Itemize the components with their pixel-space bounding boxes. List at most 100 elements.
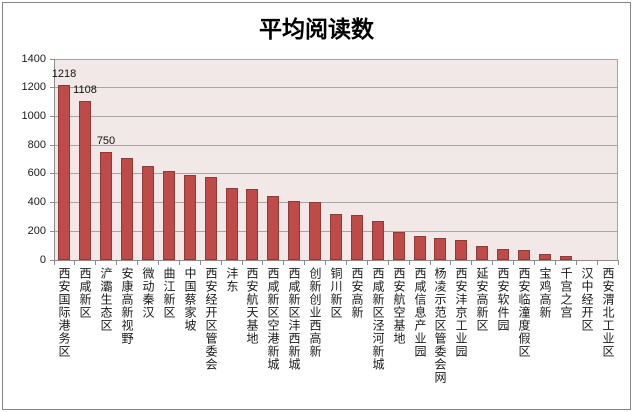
x-axis-label-宝鸡高新: 宝鸡高新 (538, 267, 552, 319)
x-axis-label-西安航天基地: 西安航天基地 (245, 267, 259, 345)
x-axis-tick (178, 261, 180, 265)
x-axis-tick (450, 261, 452, 265)
gridline-800 (54, 144, 618, 146)
y-axis-label-600: 600 (27, 167, 46, 180)
bar-西安航天基地 (246, 189, 258, 260)
bar-宝鸡高新 (539, 254, 551, 260)
x-axis-label-杨凌示范区管委会网: 杨凌示范区管委会网 (433, 267, 447, 384)
x-axis-label-西安高新: 西安高新 (350, 267, 364, 319)
bar-安康高新视野 (121, 158, 133, 260)
x-axis-tick (596, 261, 598, 265)
x-axis-tick (408, 261, 410, 265)
bar-千宫之宫 (560, 256, 572, 260)
y-axis-tick (50, 259, 54, 261)
y-axis-label-200: 200 (27, 224, 46, 237)
x-axis-label-西安临潼度假区: 西安临潼度假区 (517, 267, 531, 358)
y-axis-tick (50, 230, 54, 232)
x-axis-label-安康高新视野: 安康高新视野 (120, 267, 134, 345)
x-axis-tick (304, 261, 306, 265)
bar-西安沣京工业园 (455, 240, 467, 260)
y-axis-label-800: 800 (27, 138, 46, 151)
bar-西安软件园 (497, 249, 509, 260)
gridline-1200 (54, 87, 618, 89)
bar-延安高新区 (476, 246, 488, 260)
x-axis-tick (554, 261, 556, 265)
x-axis-tick (116, 261, 118, 265)
gridline-1400 (54, 58, 618, 60)
bar-沣东 (226, 188, 238, 260)
x-axis-tick (157, 261, 159, 265)
x-axis-label-中国蔡家坡: 中国蔡家坡 (183, 267, 197, 332)
x-axis-label-延安高新区: 延安高新区 (475, 267, 489, 332)
y-axis-label-1000: 1000 (21, 109, 46, 122)
gridline-1000 (54, 115, 618, 117)
bar-西安国际港务区 (58, 85, 70, 260)
bar-西咸新区泾河新城 (372, 221, 384, 260)
x-axis-label-西咸新区空港新城: 西咸新区空港新城 (266, 267, 280, 371)
x-axis-label-西安软件园: 西安软件园 (496, 267, 510, 332)
x-axis-tick (366, 261, 368, 265)
y-axis-label-400: 400 (27, 196, 46, 209)
x-axis-label-西安经开区管委会: 西安经开区管委会 (204, 267, 218, 371)
x-axis-label-西咸新区沣西新城: 西咸新区沣西新城 (287, 267, 301, 371)
x-axis-tick (513, 261, 515, 265)
y-axis-tick (50, 144, 54, 146)
bar-西咸新区 (79, 101, 91, 260)
x-axis-tick (492, 261, 494, 265)
bar-浐灞生态区 (100, 152, 112, 260)
y-axis-tick (50, 115, 54, 117)
bar-西安航空基地 (393, 232, 405, 260)
bar-创新创业西高新 (309, 202, 321, 260)
chart-title: 平均阅读数 (259, 16, 374, 43)
x-axis-label-西咸新区: 西咸新区 (78, 267, 92, 319)
data-label-1108: 1108 (73, 84, 97, 96)
bar-中国蔡家坡 (184, 175, 196, 260)
bar-西安经开区管委会 (205, 177, 217, 260)
x-axis-label-西安渭北工业区: 西安渭北工业区 (601, 267, 615, 358)
y-axis-label-1400: 1400 (21, 52, 46, 65)
x-axis-label-西咸新区泾河新城: 西咸新区泾河新城 (371, 267, 385, 371)
y-axis-label-1200: 1200 (21, 81, 46, 94)
bar-西安临潼度假区 (518, 250, 530, 260)
x-axis-line (50, 260, 619, 261)
data-label-750: 750 (96, 135, 116, 147)
x-axis-label-沣东: 沣东 (225, 267, 239, 293)
y-axis-tick (50, 173, 54, 175)
y-axis-tick (50, 202, 54, 204)
y-axis-tick (50, 87, 54, 89)
bar-西咸新区空港新城 (267, 196, 279, 260)
y-axis-label-0: 0 (39, 253, 46, 266)
bar-西安高新 (351, 215, 363, 260)
x-axis-label-千宫之宫: 千宫之宫 (559, 267, 573, 319)
x-axis-tick (241, 261, 243, 265)
x-axis-tick (199, 261, 201, 265)
x-axis-tick (95, 261, 97, 265)
x-axis-tick (471, 261, 473, 265)
x-axis-label-西咸信息产业园: 西咸信息产业园 (413, 267, 427, 358)
x-axis-tick (345, 261, 347, 265)
x-axis-tick (137, 261, 139, 265)
bar-杨凌示范区管委会网 (434, 238, 446, 260)
gridline-600 (54, 173, 618, 175)
y-axis-tick (50, 58, 54, 60)
x-axis-label-西安航空基地: 西安航空基地 (392, 267, 406, 345)
x-axis-tick (575, 261, 577, 265)
x-axis-tick (262, 261, 264, 265)
x-axis-tick (325, 261, 327, 265)
y-axis-line (54, 59, 55, 261)
x-axis-label-铜川新区: 铜川新区 (329, 267, 343, 319)
data-label-1218: 1218 (51, 68, 77, 80)
x-axis-label-西安沣京工业园: 西安沣京工业园 (454, 267, 468, 358)
x-axis-tick (220, 261, 222, 265)
x-axis-label-汉中经开区: 汉中经开区 (580, 267, 594, 332)
x-axis-label-浐灞生态区: 浐灞生态区 (99, 267, 113, 332)
x-axis-label-西安国际港务区: 西安国际港务区 (57, 267, 71, 358)
bar-西咸信息产业园 (414, 236, 426, 260)
bar-铜川新区 (330, 214, 342, 260)
plot-right-edge (617, 59, 618, 260)
x-axis-label-创新创业西高新: 创新创业西高新 (308, 267, 322, 358)
x-axis-tick (617, 261, 619, 265)
x-axis-tick (533, 261, 535, 265)
x-axis-tick (283, 261, 285, 265)
